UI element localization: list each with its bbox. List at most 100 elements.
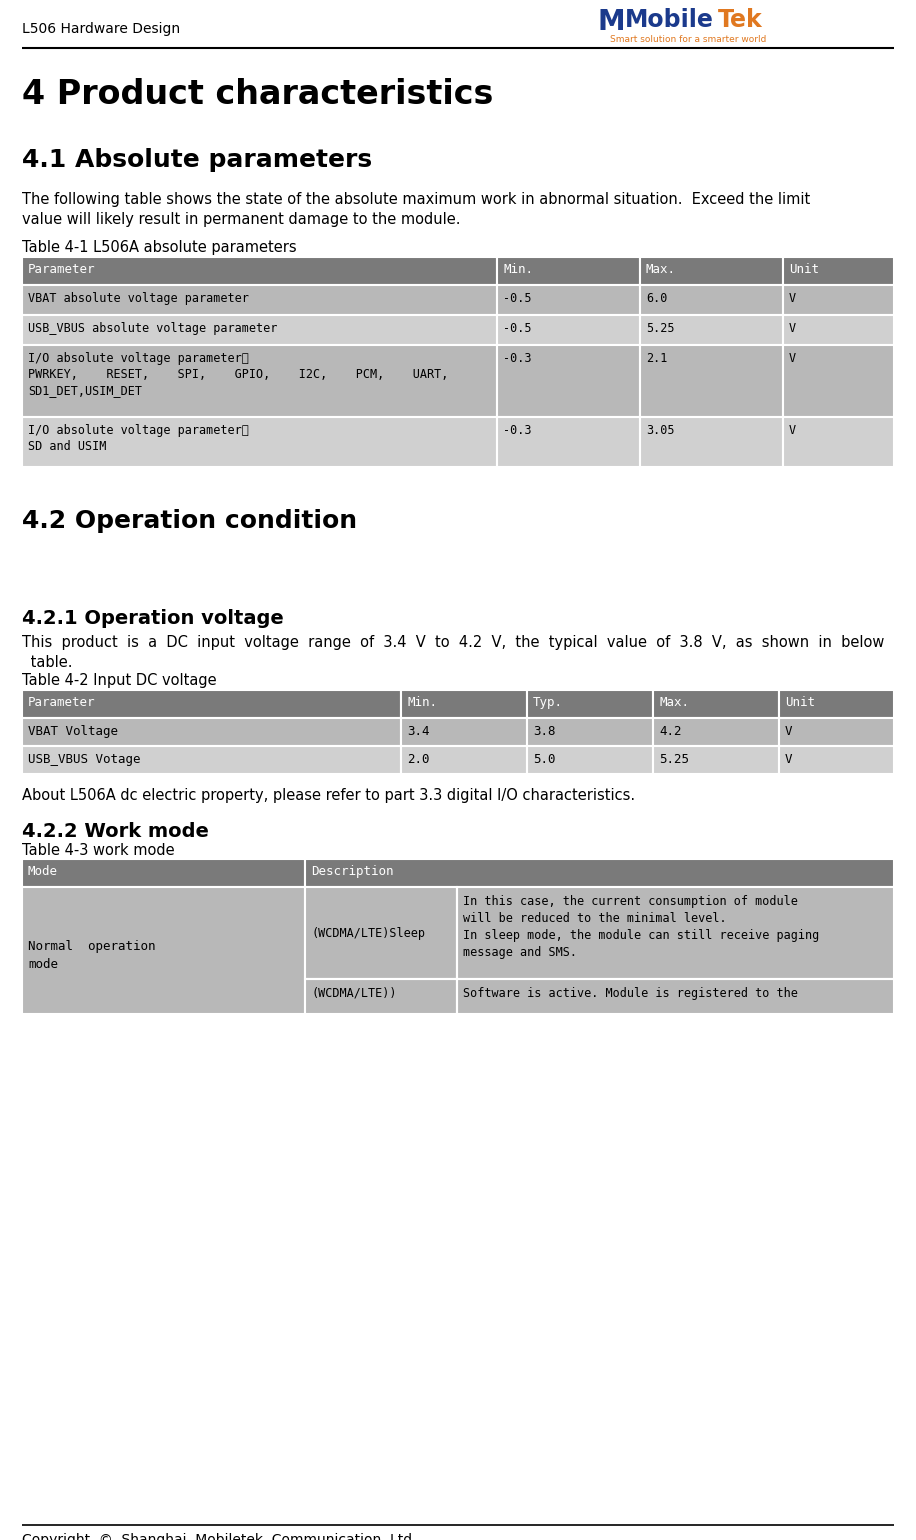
- Bar: [22, 345, 497, 417]
- Text: 5.0: 5.0: [533, 753, 555, 765]
- Text: V: V: [789, 424, 796, 437]
- Bar: [653, 718, 779, 745]
- Bar: [497, 257, 640, 285]
- Bar: [783, 316, 894, 345]
- Text: value will likely result in permanent damage to the module.: value will likely result in permanent da…: [22, 213, 461, 226]
- Text: Unit: Unit: [785, 696, 815, 708]
- Text: (WCDMA/LTE)Sleep: (WCDMA/LTE)Sleep: [311, 927, 425, 939]
- Bar: [783, 285, 894, 316]
- Bar: [497, 316, 640, 345]
- Text: SD and USIM: SD and USIM: [28, 440, 106, 453]
- Text: Description: Description: [311, 865, 394, 878]
- Text: In this case, the current consumption of module
will be reduced to the minimal l: In this case, the current consumption of…: [463, 895, 819, 959]
- Bar: [401, 718, 527, 745]
- Text: L506 Hardware Design: L506 Hardware Design: [22, 22, 180, 35]
- Bar: [22, 257, 497, 285]
- Text: Parameter: Parameter: [28, 696, 95, 708]
- Text: USB_VBUS Votage: USB_VBUS Votage: [28, 753, 140, 765]
- Bar: [779, 745, 894, 775]
- Text: SD1_DET,USIM_DET: SD1_DET,USIM_DET: [28, 383, 142, 397]
- Bar: [640, 316, 783, 345]
- Text: V: V: [785, 725, 792, 738]
- Bar: [22, 887, 305, 1013]
- Text: 4 Product characteristics: 4 Product characteristics: [22, 79, 494, 111]
- Bar: [783, 417, 894, 467]
- Bar: [527, 718, 653, 745]
- Text: Software is active. Module is registered to the: Software is active. Module is registered…: [463, 987, 798, 999]
- Text: VBAT absolute voltage parameter: VBAT absolute voltage parameter: [28, 293, 249, 305]
- Text: Table 4-2 Input DC voltage: Table 4-2 Input DC voltage: [22, 673, 216, 688]
- Bar: [22, 859, 305, 887]
- Text: 5.25: 5.25: [659, 753, 689, 765]
- Text: V: V: [785, 753, 792, 765]
- Text: USB_VBUS absolute voltage parameter: USB_VBUS absolute voltage parameter: [28, 322, 278, 336]
- Text: I/O absolute voltage parameter：: I/O absolute voltage parameter：: [28, 353, 249, 365]
- Text: 4.2.1 Operation voltage: 4.2.1 Operation voltage: [22, 608, 284, 628]
- Bar: [497, 345, 640, 417]
- Bar: [640, 417, 783, 467]
- Bar: [457, 979, 894, 1013]
- Text: (WCDMA/LTE)): (WCDMA/LTE)): [311, 987, 397, 999]
- Text: 3.8: 3.8: [533, 725, 555, 738]
- Bar: [22, 417, 497, 467]
- Text: -0.3: -0.3: [503, 424, 531, 437]
- Text: Mobile: Mobile: [625, 8, 714, 32]
- Text: -0.5: -0.5: [503, 322, 531, 336]
- Bar: [783, 257, 894, 285]
- Text: 3.4: 3.4: [407, 725, 430, 738]
- Bar: [640, 345, 783, 417]
- Text: 3.05: 3.05: [646, 424, 674, 437]
- Bar: [22, 316, 497, 345]
- Text: Min.: Min.: [407, 696, 437, 708]
- Text: Parameter: Parameter: [28, 263, 95, 276]
- Text: Normal  operation
mode: Normal operation mode: [28, 939, 156, 972]
- Bar: [22, 745, 401, 775]
- Bar: [653, 690, 779, 718]
- Text: V: V: [789, 293, 796, 305]
- Text: PWRKEY,    RESET,    SPI,    GPIO,    I2C,    PCM,    UART,: PWRKEY, RESET, SPI, GPIO, I2C, PCM, UART…: [28, 368, 448, 380]
- Bar: [640, 257, 783, 285]
- Text: Typ.: Typ.: [533, 696, 563, 708]
- Text: -0.3: -0.3: [503, 353, 531, 365]
- Bar: [497, 285, 640, 316]
- Text: About L506A dc electric property, please refer to part 3.3 digital I/O character: About L506A dc electric property, please…: [22, 788, 635, 802]
- Text: Μ: Μ: [598, 8, 626, 35]
- Text: Table 4-3 work mode: Table 4-3 work mode: [22, 842, 175, 858]
- Text: 6.0: 6.0: [646, 293, 668, 305]
- Text: 4.1 Absolute parameters: 4.1 Absolute parameters: [22, 148, 372, 172]
- Text: 4.2.2 Work mode: 4.2.2 Work mode: [22, 822, 209, 841]
- Text: table.: table.: [26, 654, 72, 670]
- Text: Tek: Tek: [718, 8, 763, 32]
- Text: 4.2 Operation condition: 4.2 Operation condition: [22, 510, 357, 533]
- Bar: [305, 979, 457, 1013]
- Text: 4.2: 4.2: [659, 725, 682, 738]
- Text: VBAT Voltage: VBAT Voltage: [28, 725, 118, 738]
- Bar: [527, 690, 653, 718]
- Bar: [527, 745, 653, 775]
- Bar: [653, 745, 779, 775]
- Text: Copyright  ©  Shanghai  Mobiletek  Communication  Ltd: Copyright © Shanghai Mobiletek Communica…: [22, 1532, 412, 1540]
- Text: Mode: Mode: [28, 865, 58, 878]
- Bar: [457, 887, 894, 979]
- Text: This  product  is  a  DC  input  voltage  range  of  3.4  V  to  4.2  V,  the  t: This product is a DC input voltage range…: [22, 634, 884, 650]
- Bar: [22, 285, 497, 316]
- Bar: [22, 718, 401, 745]
- Bar: [305, 887, 457, 979]
- Text: -0.5: -0.5: [503, 293, 531, 305]
- Text: Max.: Max.: [646, 263, 676, 276]
- Bar: [779, 718, 894, 745]
- Bar: [783, 345, 894, 417]
- Bar: [779, 690, 894, 718]
- Text: V: V: [789, 322, 796, 336]
- Bar: [401, 690, 527, 718]
- Text: 5.25: 5.25: [646, 322, 674, 336]
- Bar: [401, 745, 527, 775]
- Text: Min.: Min.: [503, 263, 533, 276]
- Bar: [22, 690, 401, 718]
- Text: Smart solution for a smarter world: Smart solution for a smarter world: [610, 35, 767, 45]
- Bar: [305, 859, 894, 887]
- Text: Unit: Unit: [789, 263, 819, 276]
- Text: Table 4-1 L506A absolute parameters: Table 4-1 L506A absolute parameters: [22, 240, 297, 256]
- Text: 2.1: 2.1: [646, 353, 668, 365]
- Text: Max.: Max.: [659, 696, 689, 708]
